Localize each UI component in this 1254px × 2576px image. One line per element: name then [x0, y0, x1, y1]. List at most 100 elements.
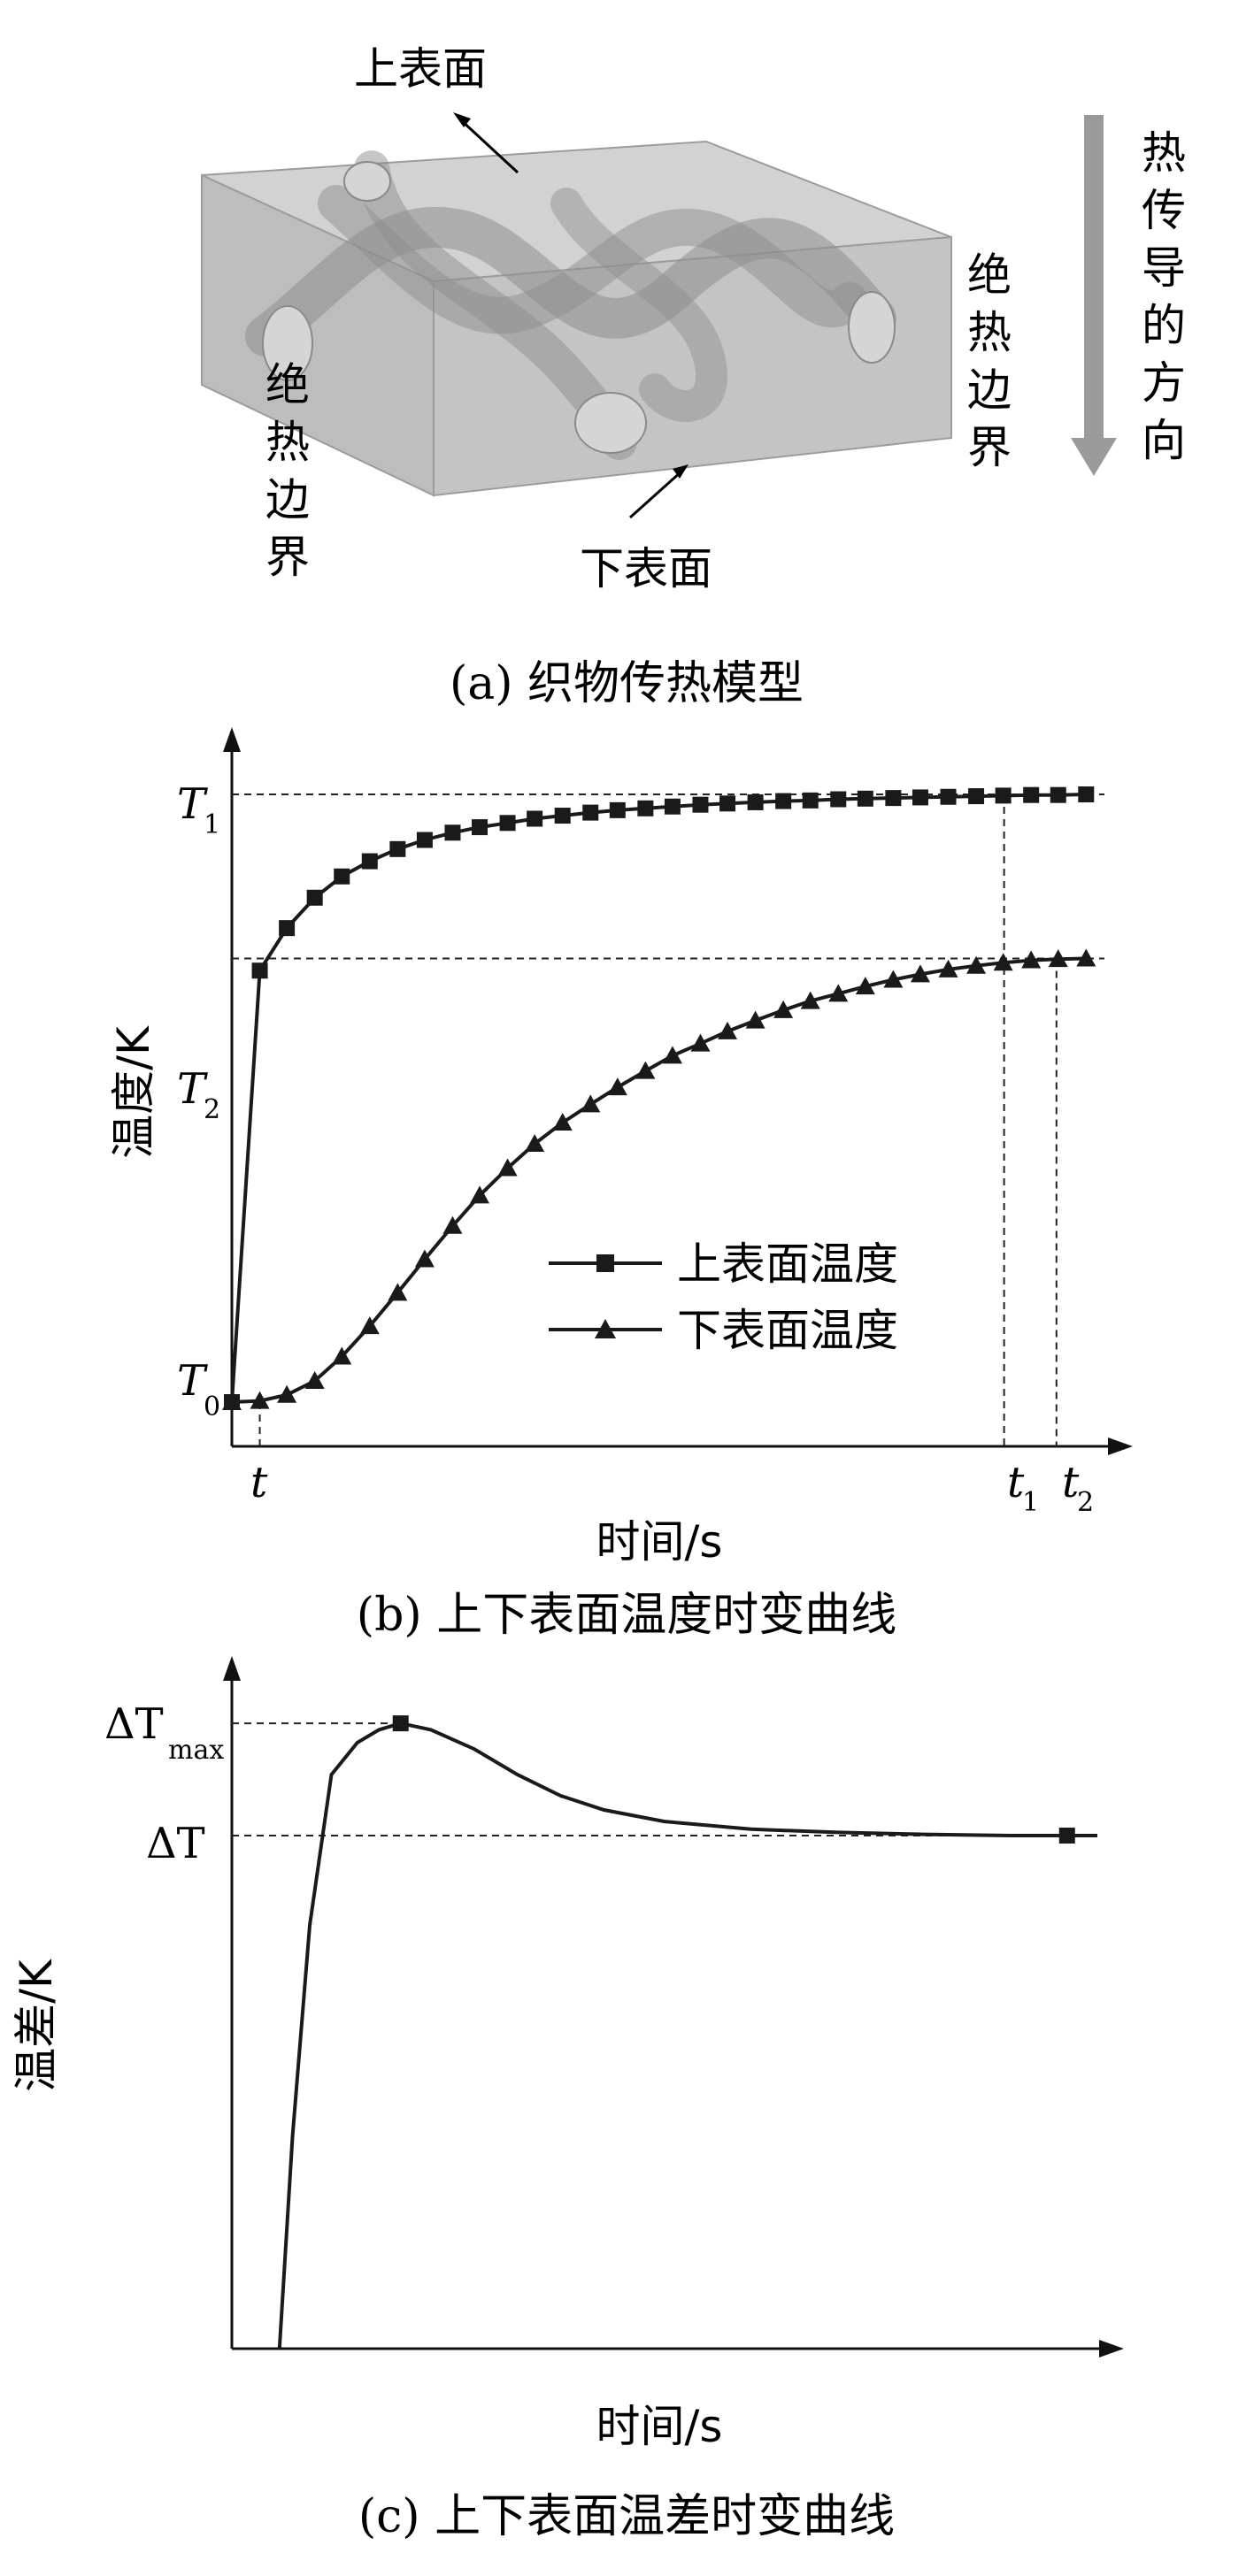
tick-T1: T: [177, 779, 208, 829]
heat-direction-char-2: 传: [1142, 185, 1186, 236]
chart-b-y-title: 温度/K: [108, 1025, 159, 1159]
data-point-bottom-surface: [581, 1094, 601, 1113]
data-point-top-surface: [582, 804, 599, 821]
heat-direction-arrowhead: [1071, 438, 1117, 476]
tick-T0-sub: 0: [204, 1392, 220, 1422]
data-point-bottom-surface: [442, 1215, 463, 1234]
data-point-bottom-surface: [1076, 948, 1096, 967]
tube-end-right: [848, 291, 896, 364]
data-point-bottom-surface: [332, 1346, 352, 1365]
chart-c-markers: [392, 1715, 1075, 1844]
adiabatic-left-char-4: 界: [265, 532, 310, 583]
adiabatic-right-char-4: 界: [967, 422, 1012, 473]
data-point-top-surface: [609, 801, 626, 818]
data-point-top-surface: [968, 788, 985, 805]
data-point-top-surface: [389, 840, 406, 857]
chart-c-y-arrowhead: [223, 1656, 241, 1681]
heat-direction-char-3: 导: [1142, 242, 1186, 294]
data-point-top-surface: [472, 819, 489, 836]
top-surface-arrow: [458, 118, 519, 174]
data-point-top-surface: [775, 793, 792, 809]
top-surface-label: 上表面: [354, 43, 487, 95]
data-point-bottom-surface: [745, 1010, 765, 1029]
data-point-bottom-surface: [250, 1391, 270, 1409]
tick-t2-sub: 2: [1077, 1487, 1094, 1518]
data-point-temperature-difference: [1058, 1828, 1075, 1844]
chart-b-x-arrowhead: [1108, 1438, 1133, 1455]
legend-marker-triangle: [595, 1319, 616, 1338]
data-point-top-surface: [334, 868, 350, 885]
adiabatic-left-char-2: 热: [265, 417, 310, 468]
adiabatic-right-char-2: 热: [967, 307, 1012, 358]
caption-b: (b) 上下表面温度时变曲线: [357, 1589, 896, 1642]
heat-direction-arrow-shaft: [1084, 115, 1104, 442]
legend-label-bottom: 下表面温度: [677, 1305, 898, 1356]
chart-b-reference-lines: [232, 794, 1104, 1446]
data-point-bottom-surface: [277, 1384, 297, 1403]
chart-c-series-lines: [277, 1721, 1097, 2350]
heat-direction-char-4: 的: [1142, 300, 1186, 351]
data-point-bottom-surface: [773, 1000, 794, 1018]
top-surface-arrowhead: [453, 112, 471, 127]
tube-end-front: [574, 392, 647, 454]
data-point-top-surface: [885, 790, 902, 807]
heat-direction-char-1: 热: [1142, 127, 1186, 179]
data-point-temperature-difference: [392, 1715, 409, 1732]
chart-b-markers: [222, 786, 1096, 1410]
data-point-bottom-surface: [910, 964, 930, 983]
legend-marker-square: [596, 1254, 614, 1272]
data-point-bottom-surface: [800, 991, 820, 1009]
data-point-bottom-surface: [1048, 949, 1068, 968]
chart-c-y-title: 温差/K: [11, 1959, 62, 2092]
heat-direction-char-6: 向: [1142, 415, 1186, 466]
tick-dTmax: ΔT: [104, 1699, 164, 1749]
tick-T2: T: [177, 1064, 208, 1114]
legend-label-top: 上表面温度: [677, 1238, 898, 1290]
data-point-top-surface: [554, 808, 571, 824]
data-point-bottom-surface: [966, 955, 987, 974]
data-point-top-surface: [279, 920, 296, 937]
data-point-bottom-surface: [414, 1249, 435, 1268]
data-point-bottom-surface: [855, 977, 875, 995]
data-point-bottom-surface: [828, 984, 849, 1002]
series-line-bottom-surface: [231, 956, 1087, 1404]
data-point-top-surface: [692, 796, 709, 813]
chart-b-series-lines: [230, 793, 1087, 1404]
data-point-top-surface: [416, 832, 433, 848]
series-line-top-surface: [230, 793, 1087, 1403]
data-point-top-surface: [637, 800, 654, 816]
tick-T1-sub: 1: [204, 809, 220, 840]
tick-t: t: [250, 1458, 268, 1507]
data-point-top-surface: [444, 824, 461, 841]
data-point-bottom-surface: [607, 1077, 627, 1096]
bottom-surface-label: 下表面: [580, 543, 712, 594]
data-point-top-surface: [664, 798, 681, 815]
data-point-top-surface: [306, 889, 323, 906]
caption-c: (c) 上下表面温差时变曲线: [358, 2490, 895, 2543]
adiabatic-left-char-3: 边: [265, 474, 310, 525]
data-point-bottom-surface: [662, 1046, 682, 1064]
data-point-bottom-surface: [635, 1061, 656, 1079]
data-point-bottom-surface: [470, 1185, 490, 1204]
adiabatic-right-char-1: 绝: [967, 249, 1012, 301]
chart-b-legend: 上表面温度 下表面温度: [549, 1238, 898, 1356]
data-point-top-surface: [912, 789, 928, 806]
data-point-top-surface: [361, 853, 378, 870]
data-point-top-surface: [1050, 786, 1066, 803]
tick-dT: ΔT: [146, 1819, 205, 1868]
tick-t2: t: [1062, 1458, 1080, 1507]
temperature-chart: T 1 T 2 T 0 t t 1 t 2 时间/s 温度/K 上表面温度 下表…: [108, 727, 1133, 1642]
data-point-bottom-surface: [388, 1283, 408, 1301]
tube-end-back: [343, 161, 391, 202]
chart-b-y-arrowhead: [223, 727, 241, 752]
heat-direction-char-5: 方: [1142, 357, 1186, 409]
data-point-top-surface: [857, 790, 873, 807]
tick-t1: t: [1007, 1458, 1025, 1507]
data-point-bottom-surface: [938, 959, 958, 978]
data-point-bottom-surface: [1021, 950, 1042, 969]
data-point-bottom-surface: [883, 970, 904, 988]
data-point-top-surface: [747, 794, 764, 810]
data-point-top-surface: [1023, 786, 1040, 803]
woven-tubes: [245, 150, 896, 460]
